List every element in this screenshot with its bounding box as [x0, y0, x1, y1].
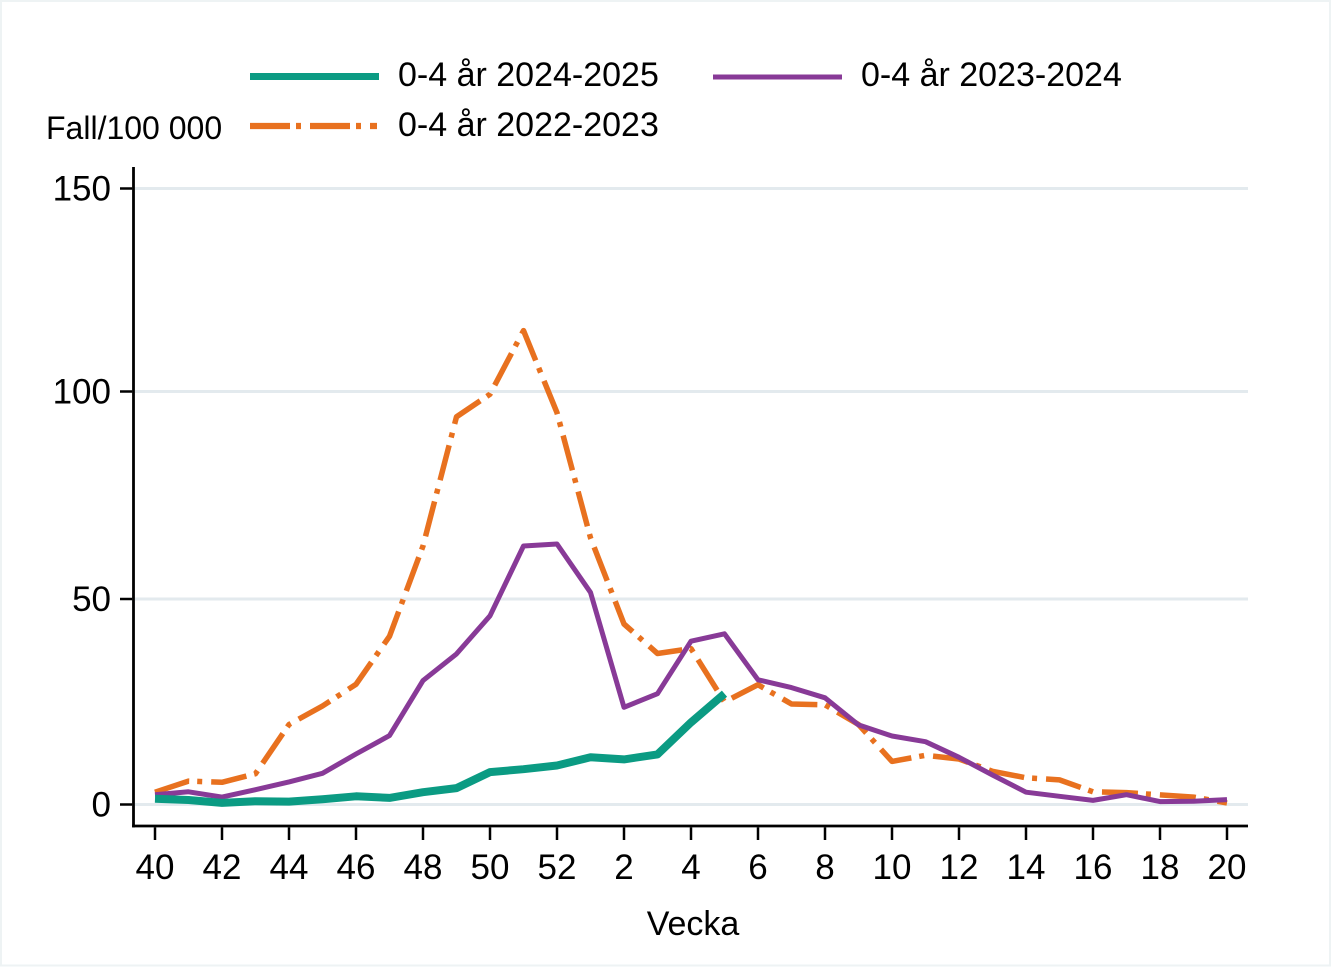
svg-text:44: 44	[270, 848, 309, 887]
svg-text:42: 42	[203, 848, 242, 887]
svg-text:10: 10	[873, 848, 912, 887]
svg-text:12: 12	[940, 848, 979, 887]
svg-text:4: 4	[681, 848, 700, 887]
svg-text:20: 20	[1208, 848, 1247, 887]
svg-text:0-4 år 2024-2025: 0-4 år 2024-2025	[398, 56, 659, 94]
svg-text:16: 16	[1074, 848, 1113, 887]
svg-text:2: 2	[614, 848, 633, 887]
svg-text:50: 50	[471, 848, 510, 887]
svg-text:6: 6	[748, 848, 767, 887]
svg-text:52: 52	[538, 848, 577, 887]
svg-text:0: 0	[92, 786, 111, 825]
svg-text:18: 18	[1141, 848, 1180, 887]
svg-text:48: 48	[404, 848, 443, 887]
svg-text:40: 40	[136, 848, 175, 887]
svg-text:0-4 år 2023-2024: 0-4 år 2023-2024	[861, 56, 1122, 94]
svg-text:100: 100	[53, 373, 111, 412]
svg-text:Fall/100 000: Fall/100 000	[46, 110, 222, 146]
svg-text:Vecka: Vecka	[647, 905, 740, 943]
svg-text:8: 8	[815, 848, 834, 887]
svg-text:0-4 år 2022-2023: 0-4 år 2022-2023	[398, 106, 659, 144]
svg-text:14: 14	[1007, 848, 1046, 887]
svg-text:50: 50	[72, 580, 111, 619]
svg-text:46: 46	[337, 848, 376, 887]
svg-text:150: 150	[53, 170, 111, 209]
